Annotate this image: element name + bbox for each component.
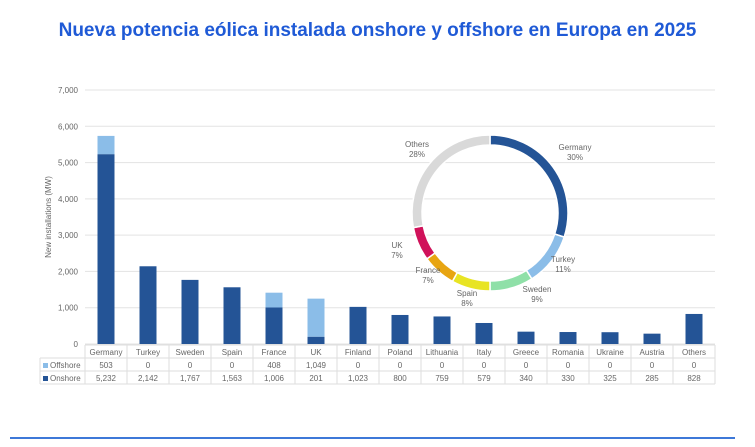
onshore-value: 1,563 [222, 374, 243, 383]
donut-percent: 7% [422, 276, 434, 285]
y-tick-label: 0 [74, 340, 79, 349]
y-tick-label: 4,000 [58, 195, 79, 204]
bar-onshore [601, 332, 619, 344]
offshore-value: 0 [356, 361, 361, 370]
x-category-label: Poland [388, 348, 413, 357]
offshore-value: 0 [566, 361, 571, 370]
offshore-value: 503 [99, 361, 113, 370]
x-category-label: Finland [345, 348, 371, 357]
x-category-label: Turkey [136, 348, 160, 357]
offshore-value: 0 [146, 361, 151, 370]
offshore-value: 0 [398, 361, 403, 370]
donut-label: Others [405, 140, 429, 149]
donut-slice [489, 134, 569, 239]
bar-offshore [307, 298, 325, 337]
onshore-value: 330 [561, 374, 575, 383]
offshore-value: 0 [692, 361, 697, 370]
bar-onshore [643, 333, 661, 344]
donut-percent: 11% [555, 265, 570, 274]
offshore-value: 0 [440, 361, 445, 370]
onshore-value: 201 [309, 374, 323, 383]
bar-onshore [223, 287, 241, 344]
offshore-value: 0 [524, 361, 529, 370]
onshore-value: 800 [393, 374, 407, 383]
bar-onshore [97, 154, 115, 344]
onshore-value: 1,006 [264, 374, 285, 383]
y-axis-title: New installations (MW) [44, 176, 53, 258]
donut-percent: 28% [409, 150, 425, 159]
offshore-value: 1,049 [306, 361, 327, 370]
onshore-value: 828 [687, 374, 701, 383]
offshore-value: 0 [482, 361, 487, 370]
donut-label: UK [391, 241, 403, 250]
bar-onshore [685, 313, 703, 344]
bar-offshore [265, 292, 283, 308]
legend-offshore-label: Offshore [50, 361, 81, 370]
divider-line [10, 437, 735, 439]
x-category-label: Others [682, 348, 706, 357]
donut-label: France [416, 266, 441, 275]
bar-onshore [139, 266, 157, 344]
donut-label: Germany [559, 143, 592, 152]
x-category-label: Germany [90, 348, 123, 357]
y-tick-label: 5,000 [58, 159, 79, 168]
offshore-value: 408 [267, 361, 281, 370]
legend-onshore-label: Onshore [50, 374, 81, 383]
bar-onshore [559, 332, 577, 344]
x-category-label: France [262, 348, 287, 357]
legend-offshore-swatch [43, 363, 48, 368]
x-category-label: Spain [222, 348, 242, 357]
y-tick-label: 1,000 [58, 304, 79, 313]
x-category-label: Austria [640, 348, 665, 357]
bar-offshore [97, 135, 115, 155]
donut-label: Sweden [523, 285, 552, 294]
x-category-label: Sweden [176, 348, 205, 357]
donut-percent: 30% [567, 153, 583, 162]
donut-percent: 9% [531, 295, 543, 304]
onshore-value: 579 [477, 374, 491, 383]
onshore-value: 340 [519, 374, 533, 383]
donut-slice [412, 224, 437, 260]
bar-onshore [517, 331, 535, 344]
onshore-value: 325 [603, 374, 617, 383]
onshore-value: 1,023 [348, 374, 369, 383]
onshore-value: 1,767 [180, 374, 201, 383]
x-category-label: Romania [552, 348, 585, 357]
onshore-value: 2,142 [138, 374, 159, 383]
y-tick-label: 2,000 [58, 267, 79, 276]
bar-onshore [265, 307, 283, 344]
offshore-value: 0 [608, 361, 613, 370]
donut-label: Turkey [551, 255, 575, 264]
x-category-label: UK [310, 348, 322, 357]
bar-onshore [349, 306, 367, 344]
donut-label: Spain [457, 289, 477, 298]
offshore-value: 0 [230, 361, 235, 370]
offshore-value: 0 [188, 361, 193, 370]
donut-percent: 8% [461, 299, 473, 308]
y-tick-label: 7,000 [58, 86, 79, 95]
x-category-label: Ukraine [596, 348, 624, 357]
donut-slice [411, 134, 491, 229]
legend-onshore-swatch [43, 376, 48, 381]
bar-onshore [181, 279, 199, 344]
y-tick-label: 6,000 [58, 122, 79, 131]
x-category-label: Lithuania [426, 348, 459, 357]
onshore-value: 285 [645, 374, 659, 383]
bar-onshore [391, 314, 409, 344]
donut-percent: 7% [391, 251, 403, 260]
y-tick-label: 3,000 [58, 231, 79, 240]
bar-onshore [307, 336, 325, 344]
chart-title: Nueva potencia eólica instalada onshore … [58, 20, 697, 41]
bar-onshore [433, 316, 451, 344]
onshore-value: 5,232 [96, 374, 117, 383]
bar-onshore [475, 322, 493, 344]
x-category-label: Greece [513, 348, 540, 357]
offshore-value: 0 [650, 361, 655, 370]
x-category-label: Italy [477, 348, 492, 357]
onshore-value: 759 [435, 374, 449, 383]
